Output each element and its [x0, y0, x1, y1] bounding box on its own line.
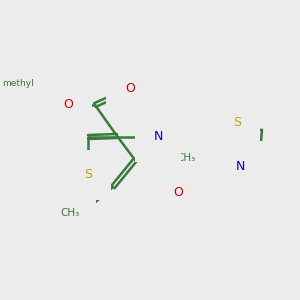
- Text: N: N: [153, 130, 163, 143]
- Text: S: S: [233, 116, 241, 130]
- Text: S: S: [226, 151, 234, 164]
- Text: S: S: [84, 169, 92, 182]
- Text: O: O: [173, 187, 183, 200]
- Text: CH₃: CH₃: [61, 208, 80, 218]
- Text: O: O: [63, 98, 73, 112]
- Text: N: N: [235, 160, 245, 172]
- Text: methyl: methyl: [2, 79, 34, 88]
- Text: H: H: [154, 124, 162, 134]
- Text: O: O: [125, 82, 135, 94]
- Text: CH₃: CH₃: [176, 153, 195, 163]
